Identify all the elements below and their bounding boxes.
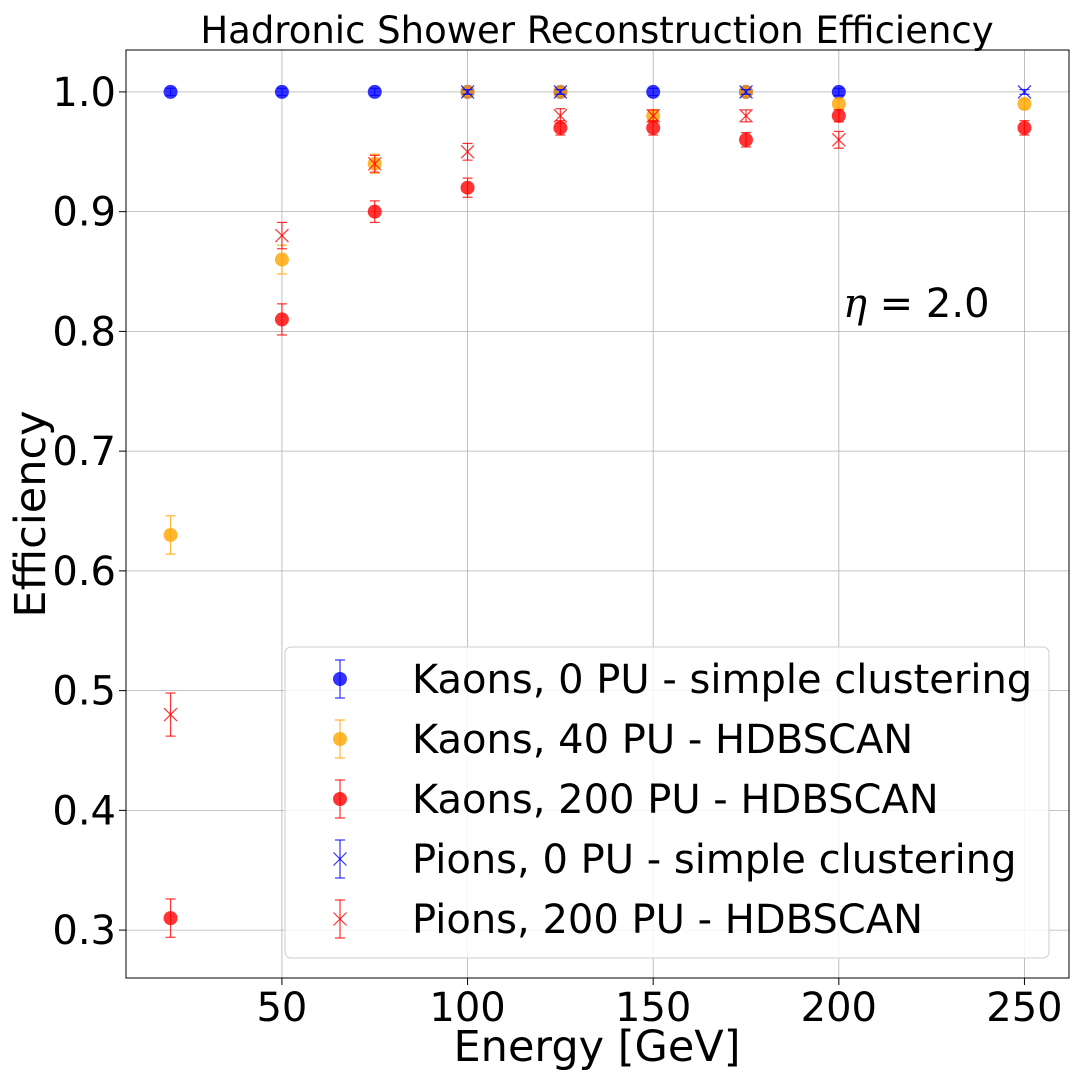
data-point	[274, 312, 289, 327]
legend-marker	[333, 672, 347, 686]
data-point	[367, 84, 382, 99]
legend-box	[284, 646, 1050, 959]
data-point	[275, 228, 289, 243]
y-tick-label: 1.0	[52, 70, 116, 116]
legend-label: Pions, 0 PU - simple clustering	[412, 837, 1017, 883]
data-point	[646, 84, 661, 99]
y-tick-label: 0.5	[52, 669, 116, 715]
legend-marker	[333, 852, 347, 866]
data-point	[739, 108, 753, 123]
legend-marker	[333, 792, 347, 806]
axes-frame	[125, 49, 1070, 979]
data-point	[274, 84, 289, 99]
data-point	[163, 527, 178, 542]
data-point	[460, 180, 475, 195]
data-point	[163, 84, 178, 99]
legend-entry: Pions, 200 PU - HDBSCAN	[333, 897, 923, 943]
series-3	[460, 84, 1032, 99]
x-tick-label: 100	[429, 985, 505, 1031]
series-2	[163, 108, 1032, 938]
series-4	[163, 108, 846, 737]
y-tick-label: 0.6	[52, 549, 116, 595]
data-point	[831, 108, 846, 123]
x-tick-label: 50	[256, 985, 307, 1031]
y-tick-label: 0.3	[52, 908, 116, 954]
y-tick-label: 0.8	[52, 309, 116, 355]
data-point	[460, 144, 475, 159]
data-point	[553, 84, 568, 99]
data-point	[367, 156, 382, 171]
x-axis-label: Energy [GeV]	[454, 1022, 741, 1072]
data-point	[831, 96, 846, 111]
y-tick-label: 0.4	[52, 788, 116, 834]
legend-label: Kaons, 200 PU - HDBSCAN	[412, 777, 939, 823]
legend-label: Kaons, 40 PU - HDBSCAN	[412, 717, 913, 763]
legend-label: Kaons, 0 PU - simple clustering	[412, 657, 1032, 703]
legend-entry: Kaons, 0 PU - simple clustering	[333, 657, 1032, 703]
ticks: 50 100 150 200 250 0.3 0.4 0.5 0.6 0.7 0.8 0.9 1.0	[52, 70, 1062, 1031]
legend-entry: Kaons, 200 PU - HDBSCAN	[333, 777, 939, 823]
data-point	[646, 108, 661, 123]
data-point	[1017, 96, 1032, 111]
data-point	[163, 911, 178, 926]
legend-marker	[333, 732, 347, 746]
data-point	[646, 120, 661, 135]
data-point	[739, 132, 754, 147]
data-point	[274, 252, 289, 267]
chart-title: Hadronic Shower Reconstruction Efficienc…	[200, 9, 993, 52]
x-tick-label: 250	[986, 985, 1062, 1031]
legend-marker	[333, 912, 347, 926]
legend-entry: Pions, 0 PU - simple clustering	[333, 837, 1017, 883]
legend: Kaons, 0 PU - simple clustering Kaons, 40…	[284, 646, 1050, 959]
y-tick-label: 0.7	[52, 429, 116, 475]
data-point	[460, 84, 475, 99]
x-tick-label: 200	[801, 985, 877, 1031]
data-point	[553, 108, 568, 123]
eta-symbol: η	[843, 281, 867, 327]
data-point	[163, 707, 178, 722]
data-point	[831, 132, 846, 147]
data-point	[553, 120, 568, 135]
eta-annotation: η = 2.0	[843, 281, 990, 327]
data-point	[1017, 84, 1032, 99]
y-tick-label: 0.9	[52, 190, 116, 236]
data-point	[367, 204, 382, 219]
plot-area	[163, 84, 1032, 938]
data-point	[1017, 120, 1032, 135]
eta-value: = 2.0	[867, 281, 990, 327]
y-axis-label: Efficiency	[6, 410, 56, 617]
data-point	[831, 84, 846, 99]
data-point	[739, 84, 753, 99]
legend-label: Pions, 200 PU - HDBSCAN	[412, 897, 923, 943]
legend-entry: Kaons, 40 PU - HDBSCAN	[333, 717, 913, 763]
x-tick-label: 150	[615, 985, 691, 1031]
